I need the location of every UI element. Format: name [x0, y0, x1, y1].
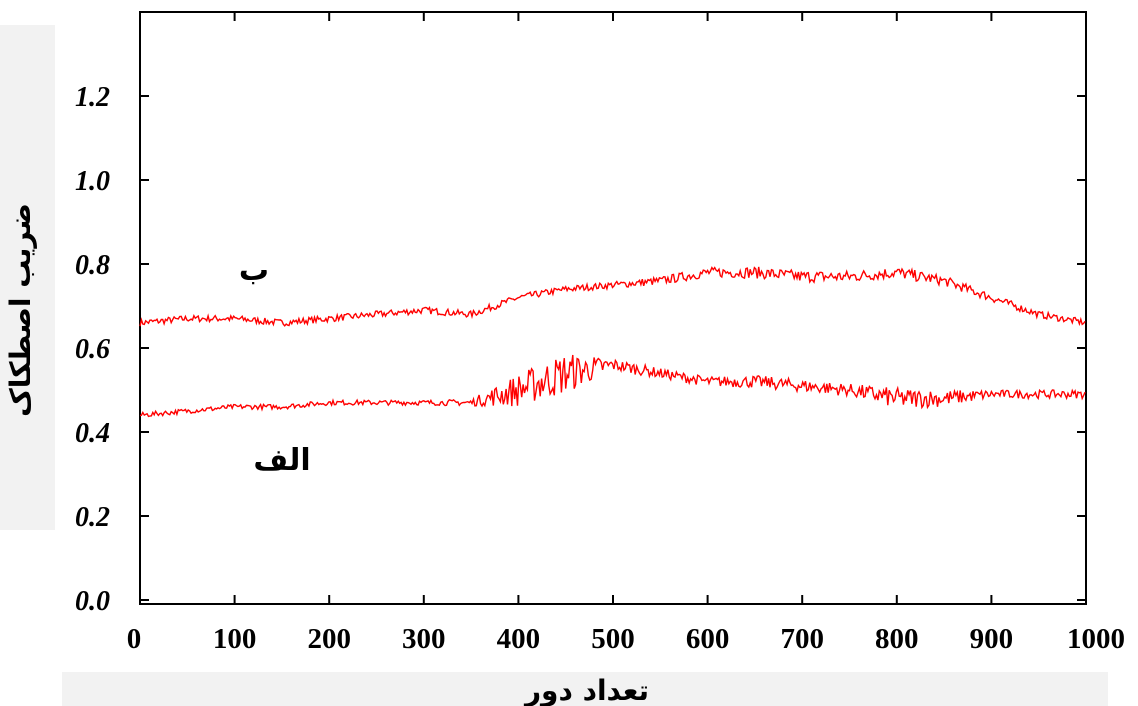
plot-frame: [139, 11, 1087, 605]
left-shade-strip: [0, 25, 55, 530]
series-line-b: [139, 266, 1086, 327]
series-line-alef: [139, 354, 1086, 418]
y-tick-label: 1.2: [75, 82, 110, 113]
x-tick-label: 600: [686, 623, 730, 655]
y-tick-label: 0.2: [75, 502, 110, 533]
y-tick-label: 0.8: [75, 250, 110, 281]
tick-marks: [139, 12, 1087, 604]
x-axis-title: تعداد دور: [523, 674, 649, 706]
y-tick-label: 0.0: [75, 586, 110, 617]
plot-area: [139, 11, 1087, 605]
series-label-b: ب: [239, 253, 269, 288]
x-tick-labels: 0 100 200 300 400 500 600 700 800 900 1000: [127, 623, 1125, 655]
series-lines: [139, 266, 1086, 418]
x-tick-label: 0: [127, 623, 142, 655]
x-tick-label: 100: [213, 623, 257, 655]
y-tick-label: 0.4: [75, 418, 110, 449]
series-label-alef: الف: [253, 443, 310, 478]
x-tick-label: 900: [970, 623, 1014, 655]
x-tick-label: 400: [497, 623, 541, 655]
y-tick-label: 1.0: [75, 166, 110, 197]
bottom-shade-strip: [62, 672, 1108, 706]
x-tick-label: 800: [875, 623, 919, 655]
x-tick-label: 1000: [1067, 623, 1125, 655]
x-tick-label: 200: [307, 623, 351, 655]
y-tick-labels: 0.0 0.2 0.4 0.6 0.8 1.0 1.2: [75, 82, 110, 617]
x-tick-label: 500: [591, 623, 635, 655]
x-tick-label: 700: [780, 623, 824, 655]
y-axis-title: ضریب اصطکاک: [4, 203, 37, 417]
y-tick-label: 0.6: [75, 334, 110, 365]
x-tick-label: 300: [402, 623, 446, 655]
